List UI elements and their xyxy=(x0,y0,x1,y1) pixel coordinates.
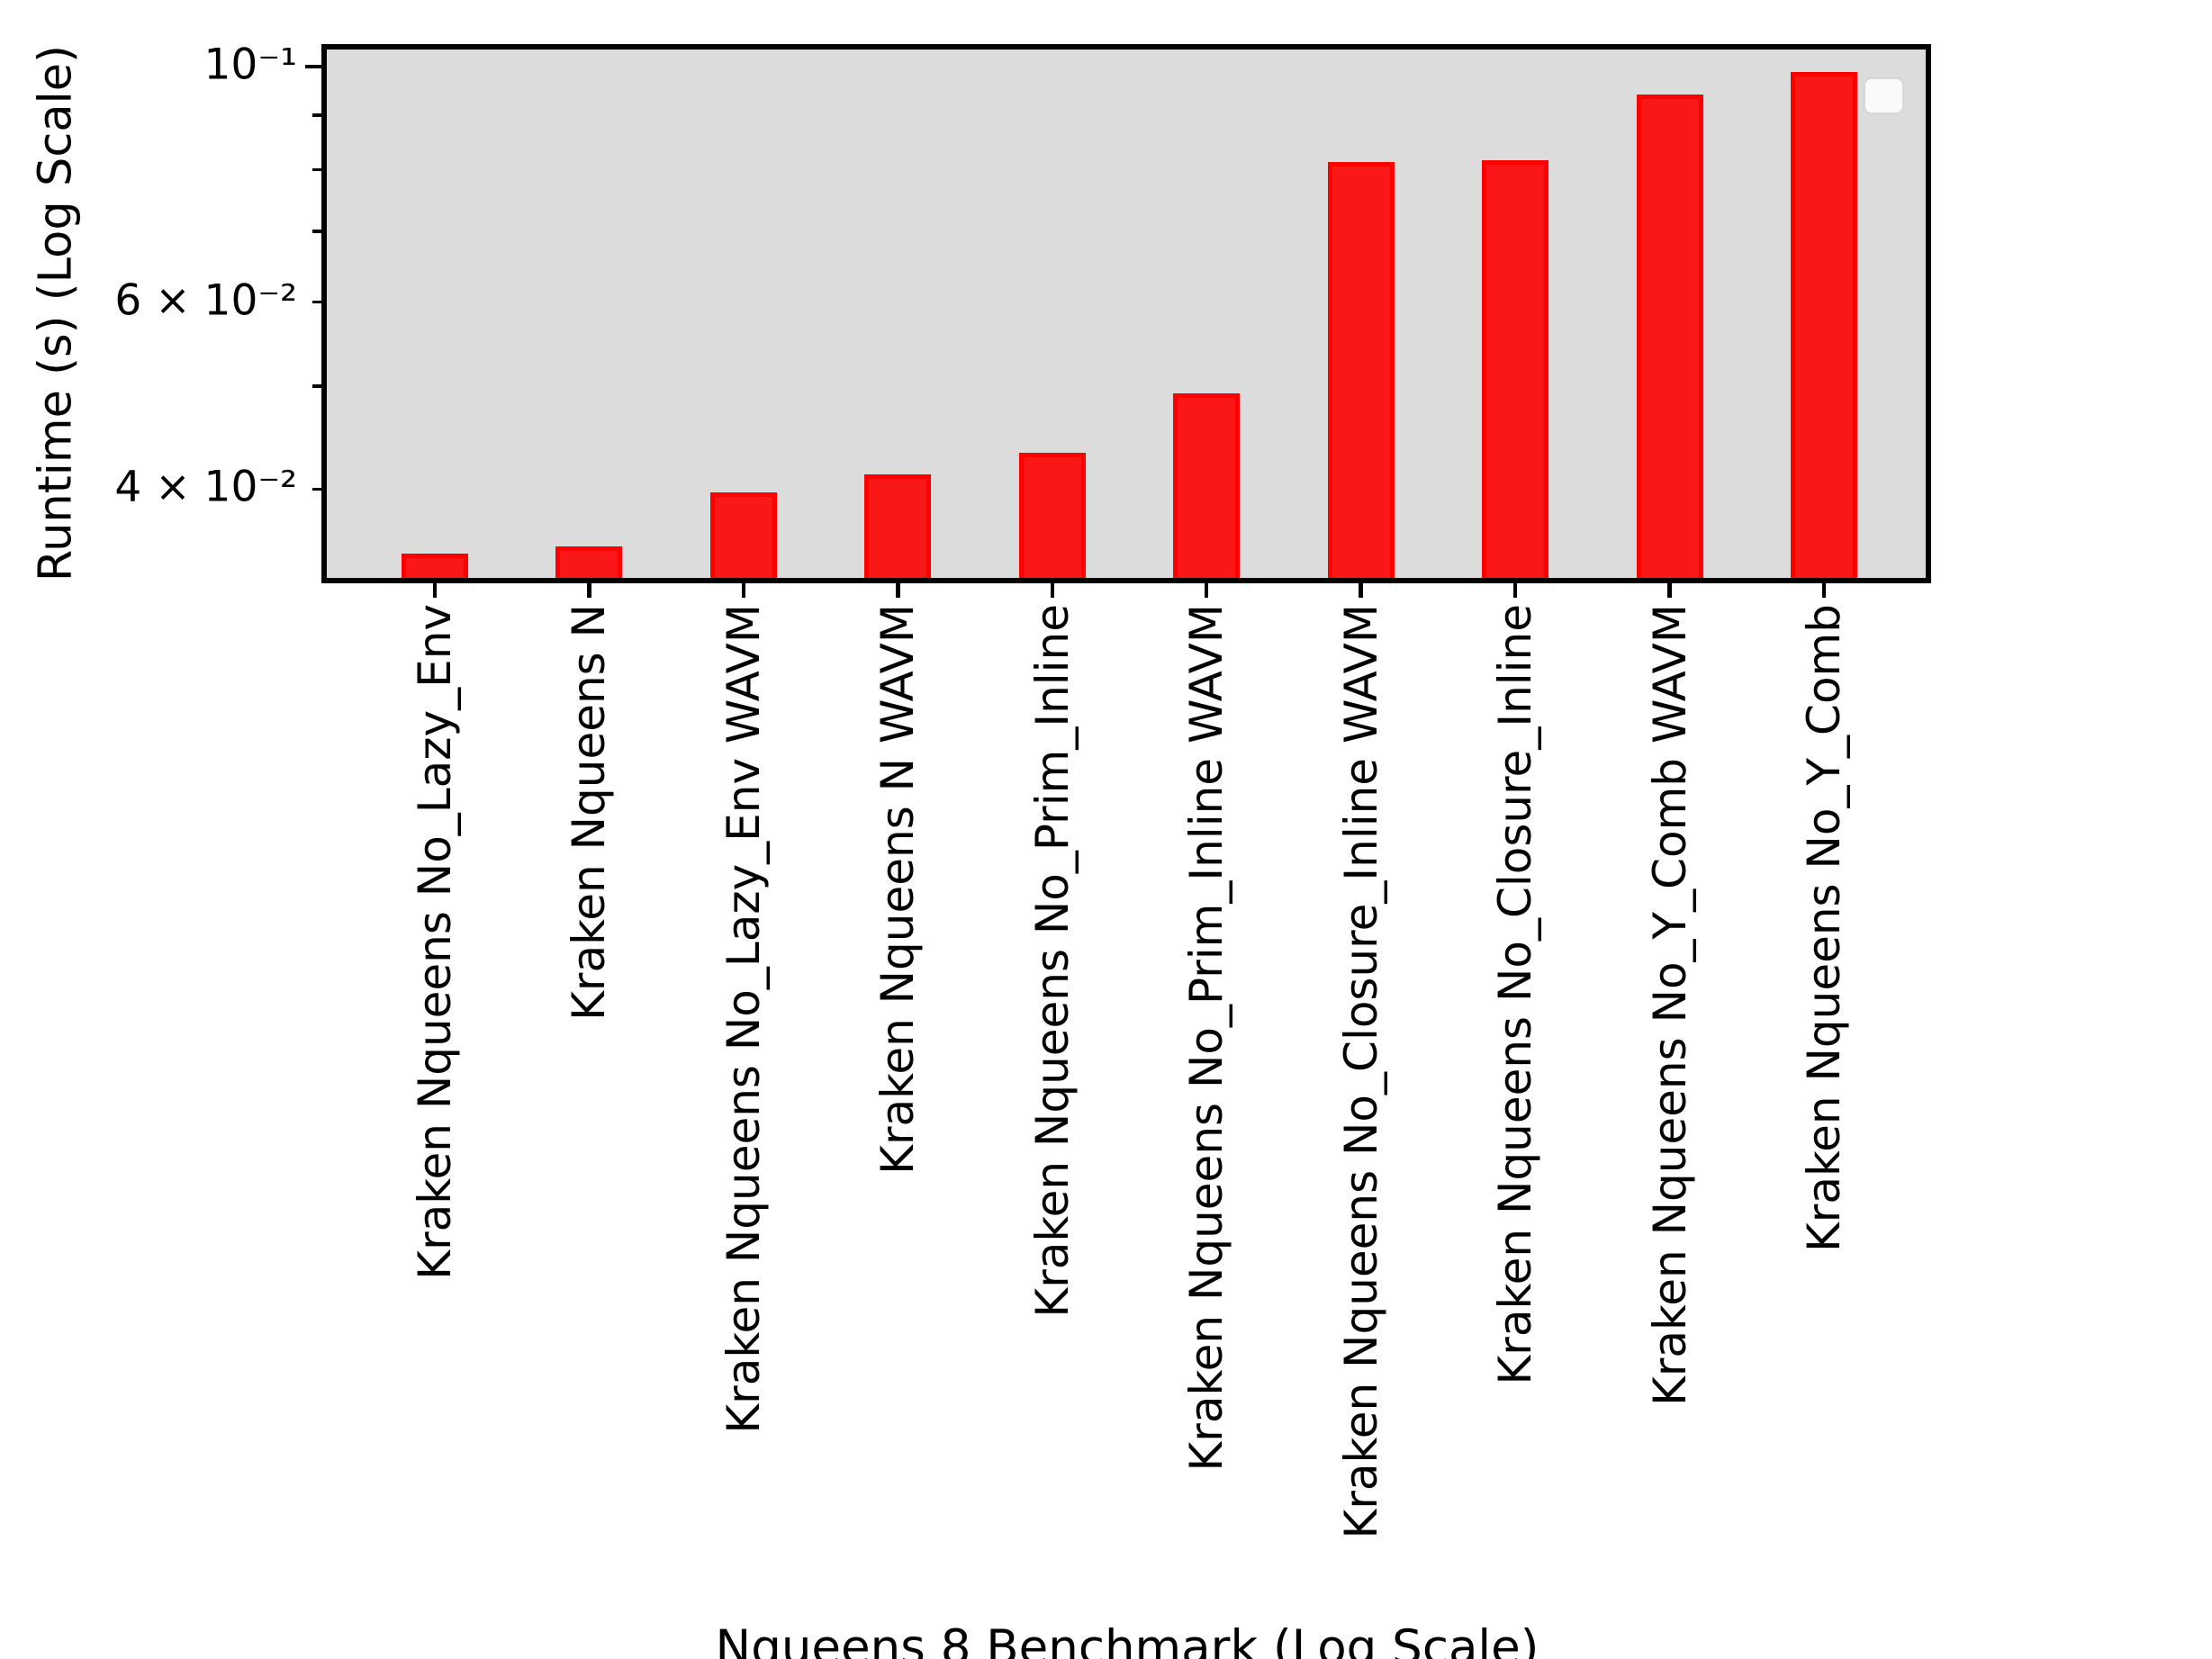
bar xyxy=(1173,393,1241,578)
y-tick-label: 6 × 10⁻² xyxy=(114,275,297,326)
y-tick-label: 10⁻¹ xyxy=(203,40,297,90)
x-tick-mark xyxy=(896,582,900,598)
bar xyxy=(1636,95,1703,578)
bar xyxy=(864,474,932,578)
bar xyxy=(1790,72,1857,578)
x-tick-mark xyxy=(1359,582,1363,598)
x-tick-label: Kraken Nqueens No_Prim_Inline xyxy=(1025,604,1079,1318)
x-tick-label: Kraken Nqueens No_Y_Comb xyxy=(1797,604,1850,1252)
y-tick-mark xyxy=(312,113,325,117)
x-axis-title: Nqueens 8 Benchmark (Log Scale) xyxy=(715,1620,1539,1659)
x-tick-label: Kraken Nqueens No_Y_Comb WAVM xyxy=(1643,604,1696,1406)
bar xyxy=(402,553,468,578)
y-tick-mark xyxy=(312,487,325,491)
x-tick-mark xyxy=(1821,582,1827,598)
legend-box xyxy=(1863,77,1905,115)
y-tick-mark xyxy=(305,64,325,69)
bar xyxy=(555,546,623,578)
x-tick-label: Kraken Nqueens No_Lazy_Env xyxy=(409,604,461,1280)
x-tick-mark xyxy=(1667,582,1672,598)
bar xyxy=(1482,160,1549,578)
y-tick-label: 4 × 10⁻² xyxy=(114,462,297,512)
x-tick-mark xyxy=(741,582,746,598)
y-tick-mark xyxy=(312,230,325,233)
y-tick-mark xyxy=(312,300,325,304)
x-tick-label: Kraken Nqueens No_Prim_Inline WAVM xyxy=(1180,604,1233,1472)
y-tick-mark xyxy=(312,167,325,172)
x-tick-label: Kraken Nqueens No_Closure_Inline xyxy=(1489,604,1542,1385)
bar xyxy=(709,492,777,578)
x-tick-mark xyxy=(1204,582,1209,598)
x-tick-label: Kraken Nqueens N xyxy=(563,604,616,1021)
bar xyxy=(1018,452,1086,578)
x-tick-label: Kraken Nqueens No_Lazy_Env WAVM xyxy=(717,604,770,1434)
x-tick-label: Kraken Nqueens No_Closure_Inline WAVM xyxy=(1334,604,1387,1539)
y-axis-label: Runtime (s) (Log Scale) xyxy=(29,44,83,582)
x-tick-mark xyxy=(432,582,438,598)
x-tick-label: Kraken Nqueens N WAVM xyxy=(871,604,925,1175)
x-tick-mark xyxy=(587,582,591,598)
bar xyxy=(1327,162,1395,578)
x-tick-mark xyxy=(1512,582,1518,598)
y-tick-mark xyxy=(312,384,325,388)
x-tick-mark xyxy=(1050,582,1054,598)
